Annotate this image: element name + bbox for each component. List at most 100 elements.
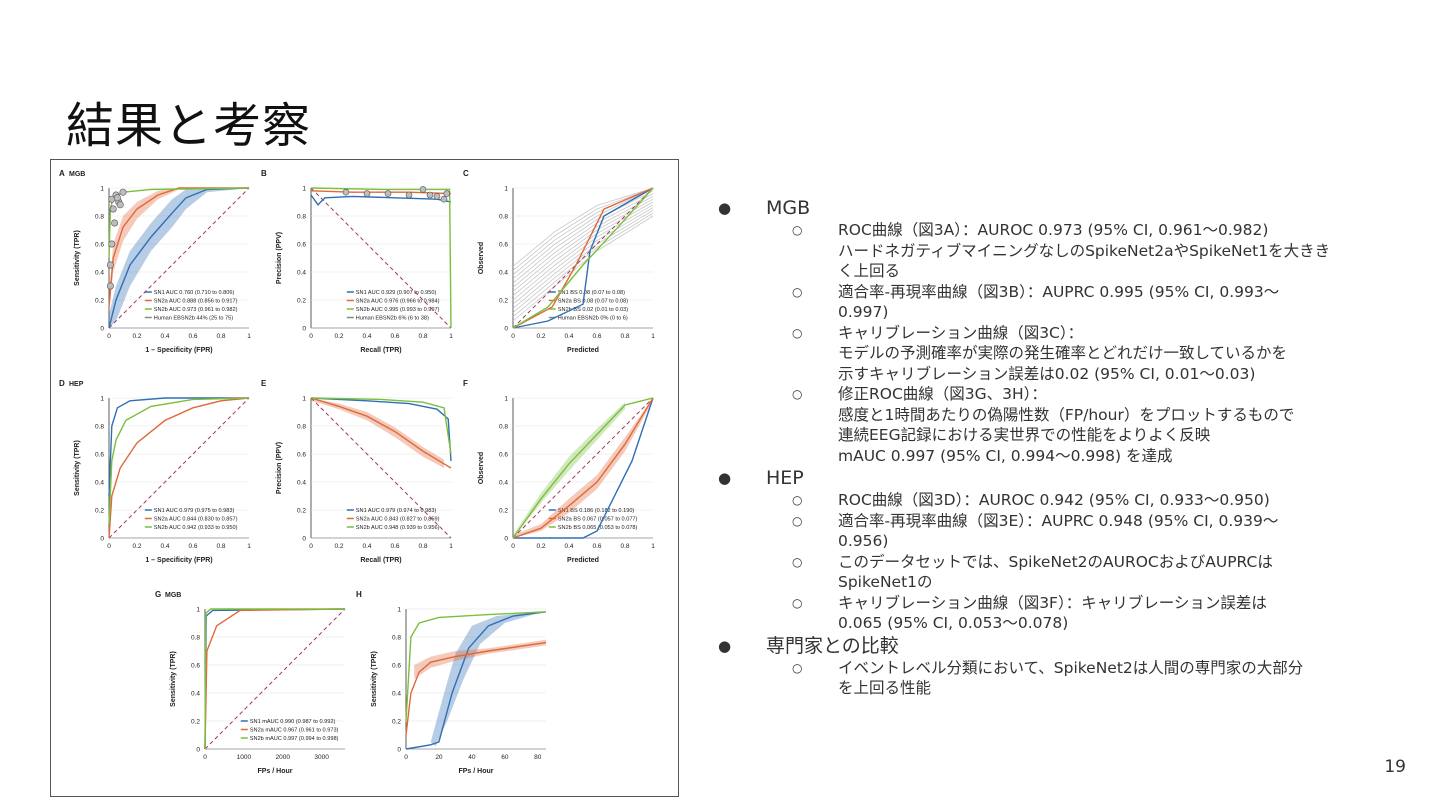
human-calibration-line	[512, 187, 654, 271]
human-expert-point	[119, 188, 127, 196]
legend-entry: SN2a BS 0.08 (0.07 to 0.08)	[558, 299, 628, 305]
human-expert-point	[419, 186, 427, 193]
y-tick-label: 0.2	[392, 719, 401, 726]
bullet-subitem-line: ハードネガティブマイニングなしのSpikeNet2aやSpikeNet1を大きき	[838, 241, 1331, 260]
human-expert-point	[106, 261, 114, 269]
bullet-subitem-line: イベントレベル分類において、SpikeNet2は人間の専門家の大部分	[838, 658, 1304, 677]
sn1-calibration-line	[513, 397, 654, 539]
y-tick-label: 0.2	[297, 508, 306, 515]
x-tick-label: 0.8	[620, 543, 629, 550]
diagonal-reference	[108, 187, 250, 329]
human-expert-point	[426, 191, 434, 199]
x-tick-label: 3000	[314, 754, 329, 761]
circle-bullet-icon: ○	[792, 513, 803, 528]
bullet-section-label: 専門家との比較	[766, 634, 899, 657]
bullet-section: ● MGB	[716, 196, 1406, 220]
bullet-dot-icon: ●	[718, 636, 732, 655]
sn1-pr-line	[310, 397, 452, 462]
sn1-roc-line	[108, 187, 250, 329]
x-tick-label: 0.4	[564, 543, 573, 550]
sn2a-calibration-line	[512, 397, 654, 539]
x-axis-label: 1 – Specificity (FPR)	[145, 347, 212, 354]
bullet-subitem-line: 0.956)	[838, 532, 889, 550]
x-axis-label: Predicted	[567, 557, 599, 564]
bullet-subitem: ○ 適合率-再現率曲線（図3B）：AUPRC 0.995 (95% CI, 0.9…	[716, 282, 1406, 323]
y-tick-label: 0.6	[297, 242, 306, 249]
bullet-subitem-line: キャリブレーション曲線（図3F）：キャリブレーション誤差は	[838, 593, 1267, 612]
bullet-subitem-line: 0.997)	[838, 303, 889, 321]
y-tick-label: 0.6	[191, 663, 200, 670]
y-tick-label: 0.2	[95, 298, 104, 305]
x-tick-label: 0.2	[334, 543, 343, 550]
panel-letter: H	[356, 590, 362, 599]
bullet-subitem-line: キャリブレーション曲線（図3C）：	[838, 323, 1084, 342]
legend-entry: SN2a mAUC 0.967 (0.961 to 0.973)	[250, 728, 339, 734]
legend-entry: Human EBSN2b 0% (0 to 6)	[558, 316, 628, 322]
y-tick-label: 0.2	[297, 298, 306, 305]
y-tick-label: 0.6	[392, 663, 401, 670]
y-tick-label: 0.8	[297, 214, 306, 221]
human-expert-point	[405, 191, 413, 199]
human-expert-point	[106, 282, 114, 290]
x-tick-label: 0.2	[536, 333, 545, 340]
sn2b-ci-band	[513, 402, 625, 538]
sn2a-ci-band	[311, 398, 444, 468]
x-tick-label: 0	[107, 543, 111, 550]
y-tick-label: 1	[302, 186, 306, 193]
x-tick-label: 2000	[276, 754, 291, 761]
sn2a-pr-line	[310, 397, 452, 469]
y-tick-label: 0.8	[499, 214, 508, 221]
y-tick-label: 0.2	[191, 719, 200, 726]
legend-entry: SN1 BS 0.186 (0.182 to 0.190)	[558, 508, 635, 514]
x-axis-label: FPs / Hour	[458, 768, 493, 775]
y-axis-label: Observed	[478, 242, 485, 274]
sn1-ci-band	[109, 188, 249, 328]
bullet-subitem-line: ROC曲線（図3A）：AUROC 0.973 (95% CI, 0.961〜0.…	[838, 221, 1269, 239]
y-tick-label: 0.2	[499, 508, 508, 515]
human-calibration-line	[512, 187, 654, 280]
y-tick-label: 0	[504, 536, 508, 543]
sn2b-mroc-line	[204, 608, 345, 750]
human-calibration-line	[512, 190, 654, 284]
x-tick-label: 0.8	[216, 333, 225, 340]
sn2b-calibration-line	[512, 187, 654, 329]
y-tick-label: 0.4	[191, 691, 200, 698]
human-calibration-line	[512, 196, 654, 292]
legend-entry: SN2a BS 0.067 (0.057 to 0.077)	[558, 517, 638, 523]
x-tick-label: 0	[404, 754, 408, 761]
x-tick-label: 0	[107, 333, 111, 340]
sn2b-pr-line	[310, 397, 452, 455]
x-tick-label: 0.6	[592, 333, 601, 340]
y-tick-label: 0.6	[499, 452, 508, 459]
x-tick-label: 0.4	[362, 333, 371, 340]
panel-cohort: HEP	[69, 381, 84, 388]
y-tick-label: 0.2	[499, 298, 508, 305]
bullet-subitem-line: 連続EEG記録における実世界での性能をよりよく反映	[838, 426, 1211, 444]
y-tick-label: 0.6	[95, 452, 104, 459]
sn2a-roc-line	[108, 187, 249, 308]
legend-entry: SN2a AUC 0.843 (0.827 to 0.859)	[356, 517, 440, 523]
x-axis-label: 1 – Specificity (FPR)	[145, 557, 212, 564]
y-tick-label: 0	[397, 747, 401, 754]
x-tick-label: 0.2	[334, 333, 343, 340]
diagonal-reference	[512, 187, 654, 329]
bullet-section-label: HEP	[766, 467, 804, 489]
y-tick-label: 1	[504, 186, 508, 193]
legend-entry: SN1 BS 0.08 (0.07 to 0.08)	[558, 290, 625, 296]
bullet-section-label: MGB	[766, 197, 811, 219]
diagonal-reference	[512, 397, 654, 539]
panel-letter: D	[59, 379, 65, 388]
bullet-dot-icon: ●	[718, 199, 732, 217]
x-tick-label: 1	[651, 333, 655, 340]
sn2b-pr-line	[310, 187, 452, 329]
legend-entry: SN1 AUC 0.979 (0.975 to 0.983)	[154, 508, 235, 514]
legend-entry: SN2b mAUC 0.997 (0.994 to 0.998)	[250, 736, 339, 742]
y-axis-label: Sensitivity (TPR)	[170, 651, 177, 707]
legend-entry: Human EBSN2b 44% (25 to 75)	[154, 316, 233, 322]
bullet-subitem-line: 示すキャリブレーション誤差は0.02 (95% CI, 0.01〜0.03)	[838, 364, 1256, 383]
human-expert-point	[433, 193, 441, 200]
y-tick-label: 0.8	[392, 635, 401, 642]
y-tick-label: 0.4	[95, 480, 104, 487]
y-tick-label: 0	[302, 536, 306, 543]
x-tick-label: 1	[247, 333, 251, 340]
